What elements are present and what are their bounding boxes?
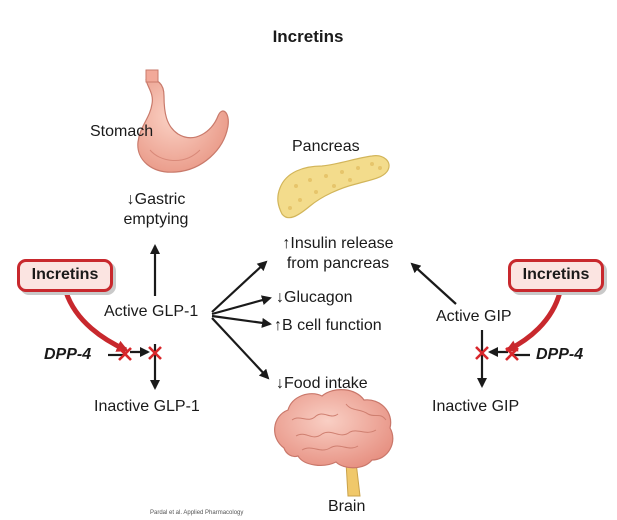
brain-illustration — [274, 389, 394, 497]
gastric-effect-line1: ↓Gastric — [126, 191, 186, 208]
glucagon-effect: ↓Glucagon — [276, 289, 353, 306]
incretins-box-right: Incretins — [508, 259, 604, 292]
arrow-to-glucagon — [211, 295, 272, 316]
inactive-gip-label: Inactive GIP — [432, 398, 520, 415]
incretins-box-left: Incretins — [17, 259, 113, 292]
inactive-glp1-label: Inactive GLP-1 — [94, 398, 200, 415]
dpp4-label-left: DPP-4 — [44, 346, 92, 363]
diagram-title: Incretins — [272, 27, 344, 46]
brain-label: Brain — [328, 498, 366, 515]
arrow-to-insulin — [211, 260, 268, 313]
insulin-effect-line1: ↑Insulin release — [282, 235, 394, 252]
x-mark-right-2 — [505, 347, 519, 361]
dpp4-label-right: DPP-4 — [536, 346, 584, 363]
pathway-arrows — [108, 244, 530, 390]
pancreas-illustration — [277, 155, 390, 219]
stomach-label: Stomach — [90, 123, 154, 140]
dpp4-inhibition-marks — [118, 346, 519, 361]
x-mark-right-1 — [475, 346, 489, 360]
gastric-effect-line2: emptying — [123, 211, 189, 228]
arrow-to-food — [211, 317, 270, 380]
arrow-to-bcell — [211, 314, 272, 328]
pancreas-label: Pancreas — [292, 138, 360, 155]
x-mark-left-1 — [118, 347, 132, 361]
food-intake-effect: ↓Food intake — [276, 375, 368, 392]
figure-credit: Pardal et al. Applied Pharmacology — [150, 510, 244, 516]
active-gip-label: Active GIP — [436, 308, 512, 325]
bcell-effect: ↑B cell function — [274, 317, 382, 334]
incretin-right-arrow — [505, 291, 563, 353]
insulin-effect-line2: from pancreas — [286, 255, 390, 272]
x-mark-left-2 — [148, 346, 162, 360]
stomach-illustration — [137, 69, 229, 173]
incretin-left-arrow — [63, 291, 129, 353]
active-glp1-label: Active GLP-1 — [104, 303, 199, 320]
arrow-gip-to-insulin — [410, 262, 457, 305]
